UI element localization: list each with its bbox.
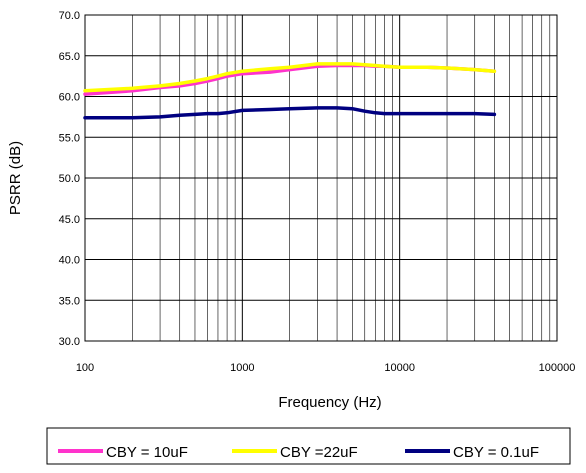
- y-tick-label: 30.0: [59, 336, 80, 348]
- x-tick-label: 10000: [384, 362, 415, 374]
- y-tick-label: 45.0: [59, 214, 80, 226]
- y-tick-label: 35.0: [59, 295, 80, 307]
- legend-label: CBY = 0.1uF: [453, 444, 539, 461]
- legend-box: [46, 427, 571, 465]
- series-lines: [83, 62, 497, 120]
- y-tick-label: 40.0: [59, 255, 80, 267]
- series-line: [83, 62, 497, 93]
- legend: CBY = 10uF CBY =22uF CBY = 0.1uF: [58, 444, 539, 461]
- y-tick-label: 55.0: [59, 132, 80, 144]
- x-tick-label: 1000: [230, 362, 254, 374]
- y-tick-label: 60.0: [59, 92, 80, 104]
- x-tick-label: 100000: [539, 362, 576, 374]
- plot-border: [84, 14, 558, 342]
- y-axis-title: PSRR (dB): [7, 141, 24, 215]
- series-line: [83, 106, 497, 120]
- y-tick-labels: 30.0 35.0 40.0 45.0 50.0 55.0 60.0 65.0 70.0: [59, 10, 80, 348]
- legend-label: CBY =22uF: [280, 444, 358, 461]
- y-tick-label: 65.0: [59, 51, 80, 63]
- legend-label: CBY = 10uF: [106, 444, 188, 461]
- x-axis-title: Frequency (Hz): [278, 394, 381, 411]
- x-tick-labels: 100 1000 10000 100000: [76, 362, 576, 374]
- x-tick-label: 100: [76, 362, 94, 374]
- y-tick-label: 70.0: [59, 10, 80, 22]
- y-tick-label: 50.0: [59, 173, 80, 185]
